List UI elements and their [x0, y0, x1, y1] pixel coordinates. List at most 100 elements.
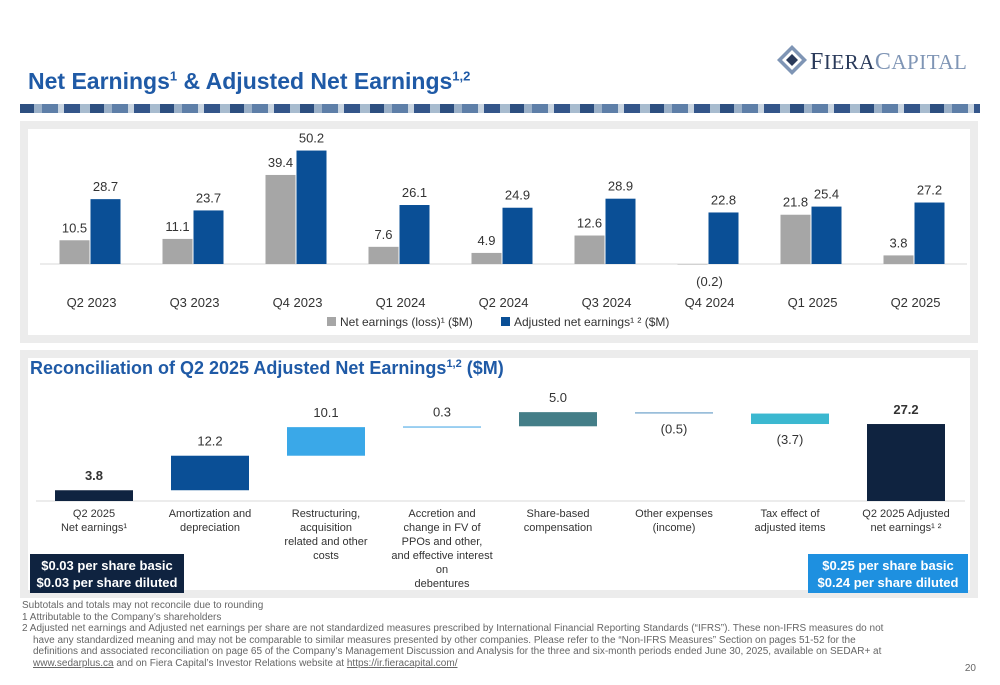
- x-tick-label: net earnings¹ ²: [871, 522, 942, 534]
- bar-adjusted: [914, 202, 945, 264]
- waterfall-bar: [171, 455, 249, 491]
- data-label: 0.3: [433, 404, 451, 419]
- bar-net: [471, 252, 502, 264]
- data-label: (0.5): [661, 422, 688, 437]
- data-label: 22.8: [711, 192, 736, 207]
- x-tick-label: Other expenses: [635, 508, 713, 520]
- bar-net: [265, 174, 296, 264]
- x-tick-label: PPOs and other,: [402, 536, 483, 548]
- x-tick-label: compensation: [524, 522, 593, 534]
- bar-adjusted: [399, 205, 430, 264]
- bar-adjusted: [811, 206, 842, 264]
- data-label: 27.2: [917, 183, 942, 198]
- waterfall-bar: [635, 412, 713, 414]
- x-tick-label: Q2 2023: [67, 295, 117, 310]
- bar-net: [59, 240, 90, 264]
- data-label: 12.6: [577, 216, 602, 231]
- bar-net: [368, 246, 399, 264]
- bar-net: [883, 255, 914, 264]
- bar-adjusted: [90, 199, 121, 264]
- x-tick-label: (income): [653, 522, 696, 534]
- data-label: 25.4: [814, 187, 839, 202]
- x-tick-label: and effective interest: [391, 550, 492, 562]
- eps-basic-diluted-box: $0.03 per share basic $0.03 per share dil…: [30, 554, 184, 593]
- data-label: 21.8: [783, 195, 808, 210]
- bar-adjusted: [296, 150, 327, 264]
- data-label: 26.1: [402, 185, 427, 200]
- data-label: 7.6: [374, 227, 392, 242]
- fiera-capital-logo: FIERACAPITAL: [776, 44, 968, 78]
- data-label: 10.1: [313, 405, 338, 420]
- data-label: 10.5: [62, 220, 87, 235]
- sedar-link[interactable]: www.sedarplus.ca: [33, 657, 114, 669]
- x-tick-label: Accretion and: [408, 508, 475, 520]
- bar-net: [677, 264, 708, 265]
- data-label: 28.9: [608, 179, 633, 194]
- x-tick-label: Q1 2024: [376, 295, 426, 310]
- decorative-stripe: [20, 104, 980, 113]
- legend-label: Net earnings (loss)¹ ($M): [340, 315, 473, 329]
- x-tick-label: Share-based: [527, 508, 590, 520]
- x-tick-label: Q4 2023: [273, 295, 323, 310]
- data-label: 3.8: [889, 235, 907, 250]
- data-label: 4.9: [477, 233, 495, 248]
- x-tick-label: Q2 2025 Adjusted: [862, 508, 949, 520]
- waterfall-bar: [751, 413, 829, 425]
- x-tick-label: debentures: [414, 578, 470, 590]
- x-tick-label: adjusted items: [755, 522, 826, 534]
- data-label: 50.2: [299, 131, 324, 146]
- waterfall-bar: [519, 412, 597, 427]
- x-tick-label: Q4 2024: [685, 295, 735, 310]
- x-tick-label: on: [436, 564, 448, 576]
- adjusted-eps-box: $0.25 per share basic $0.24 per share dil…: [808, 554, 968, 593]
- data-label: 24.9: [505, 188, 530, 203]
- waterfall-bar: [403, 426, 481, 428]
- x-tick-label: Q3 2023: [170, 295, 220, 310]
- x-tick-label: change in FV of: [403, 522, 481, 534]
- waterfall-bar: [55, 490, 133, 501]
- bar-adjusted: [708, 212, 739, 264]
- bar-adjusted: [193, 210, 224, 264]
- x-tick-label: depreciation: [180, 522, 240, 534]
- x-tick-label: costs: [313, 550, 339, 562]
- bar-adjusted: [605, 198, 636, 264]
- x-tick-label: Q2 2024: [479, 295, 529, 310]
- bar-net: [574, 235, 605, 264]
- data-label: 28.7: [93, 179, 118, 194]
- x-tick-label: Amortization and: [169, 508, 252, 520]
- logo-wordmark: FIERACAPITAL: [810, 49, 968, 75]
- earnings-chart-panel: [20, 121, 978, 343]
- x-tick-label: Net earnings¹: [61, 522, 127, 534]
- data-label: 27.2: [893, 402, 918, 417]
- data-label: 3.8: [85, 468, 103, 483]
- x-tick-label: related and other: [284, 536, 368, 548]
- investor-relations-link[interactable]: https://ir.fieracapital.com/: [346, 657, 458, 669]
- data-label: 11.1: [165, 219, 189, 234]
- x-tick-label: Tax effect of: [760, 508, 820, 520]
- data-label: (3.7): [777, 432, 804, 447]
- bar-net: [780, 214, 811, 264]
- waterfall-bar: [867, 424, 945, 501]
- logo-diamond-icon: [777, 45, 807, 75]
- data-label: 12.2: [197, 434, 222, 449]
- legend-label: Adjusted net earnings¹ ² ($M): [514, 315, 669, 329]
- x-tick-label: Q2 2025: [891, 295, 941, 310]
- data-label: 5.0: [549, 390, 567, 405]
- x-tick-label: Q2 2025: [73, 508, 115, 520]
- data-label: (0.2): [696, 274, 723, 289]
- data-label: 39.4: [268, 155, 293, 170]
- legend-swatch: [501, 317, 510, 326]
- x-tick-label: Q3 2024: [582, 295, 632, 310]
- footnotes: Subtotals and totals may not reconcile d…: [22, 600, 884, 669]
- data-label: 23.7: [196, 190, 221, 205]
- page-title: Net Earnings1 & Adjusted Net Earnings1,2: [28, 68, 471, 94]
- x-tick-label: Q1 2025: [788, 295, 838, 310]
- reconciliation-title: Reconciliation of Q2 2025 Adjusted Net E…: [30, 358, 504, 378]
- x-tick-label: acquisition: [300, 522, 352, 534]
- waterfall-bar: [287, 427, 365, 456]
- bar-adjusted: [502, 207, 533, 264]
- bar-net: [162, 238, 193, 264]
- page-number: 20: [964, 663, 976, 674]
